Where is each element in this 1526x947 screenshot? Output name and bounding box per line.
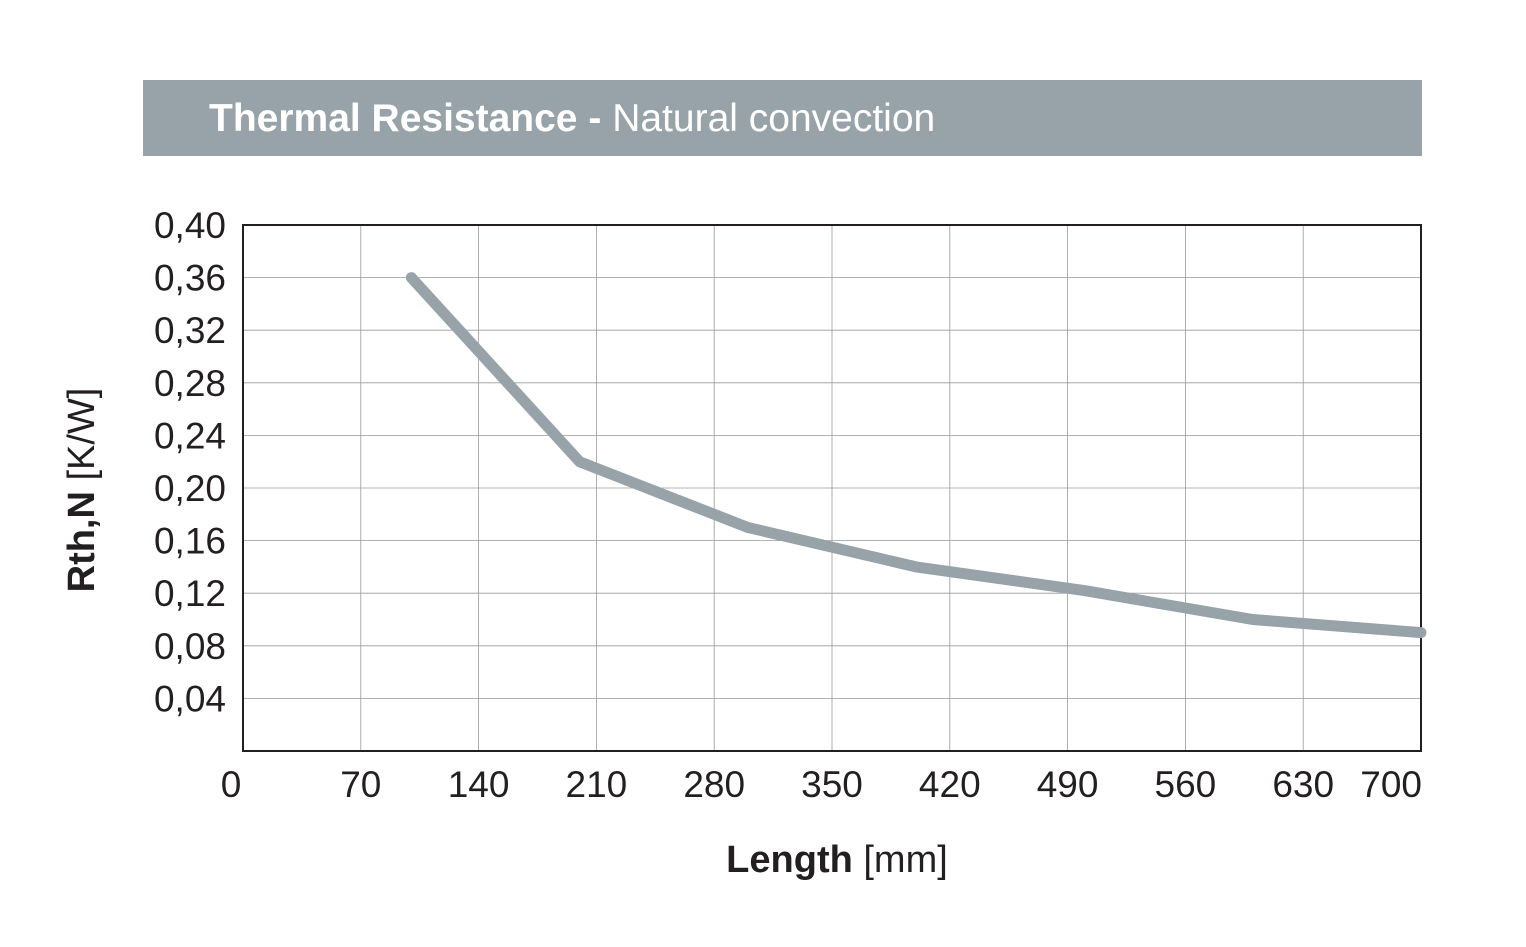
y-tick-label-8: 0,36 (154, 258, 226, 299)
y-tick-label-4: 0,20 (154, 468, 226, 509)
y-tick-label-2: 0,12 (154, 573, 226, 614)
y-tick-label-0: 0,04 (154, 678, 226, 719)
x-tick-label-10: 700 (1360, 764, 1422, 805)
title-normal-part: Natural convection (612, 97, 936, 140)
title-bold-part: Thermal Resistance (209, 97, 578, 140)
x-tick-label-7: 490 (1037, 764, 1099, 805)
y-tick-labels: 0,04 0,08 0,12 0,16 0,20 0,24 0,28 0,32 0,36 0,40 (154, 205, 226, 719)
y-axis-label-bold: Rth,N (61, 491, 103, 592)
x-axis-label-bold: Length (726, 839, 853, 881)
chart-title: Thermal Resistance - Natural convection (209, 96, 935, 142)
title-bar: Thermal Resistance - Natural convection (143, 80, 1422, 156)
x-axis-label-unit: [mm] (863, 839, 947, 881)
x-tick-label-3: 210 (566, 764, 628, 805)
x-axis-label: Length [mm] (726, 839, 948, 881)
y-tick-label-3: 0,16 (154, 521, 226, 562)
y-tick-label-7: 0,32 (154, 310, 226, 351)
x-tick-label-8: 560 (1155, 764, 1217, 805)
x-tick-label-4: 280 (683, 764, 745, 805)
series-layer (405, 272, 1427, 639)
title-separator: - (588, 97, 602, 140)
y-axis-label-unit: [K/W] (61, 388, 103, 481)
y-tick-label-6: 0,28 (154, 363, 226, 404)
x-tick-label-0: 0 (221, 764, 242, 805)
grid (243, 225, 1421, 751)
y-tick-label-9: 0,40 (154, 205, 226, 246)
plot-border (242, 224, 1422, 752)
x-tick-label-5: 350 (801, 764, 863, 805)
y-tick-label-1: 0,08 (154, 626, 226, 667)
x-tick-label-2: 140 (448, 764, 510, 805)
series-line-0 (405, 272, 1427, 639)
x-tick-labels: 0 70 140 210 280 350 420 490 560 630 700 (221, 764, 1422, 805)
x-tick-label-9: 630 (1272, 764, 1334, 805)
y-axis-label: Rth,N [K/W] (61, 388, 103, 593)
y-tick-label-5: 0,24 (154, 415, 226, 456)
x-tick-label-6: 420 (919, 764, 981, 805)
x-tick-label-1: 70 (340, 764, 381, 805)
plot-frame (242, 224, 1422, 752)
